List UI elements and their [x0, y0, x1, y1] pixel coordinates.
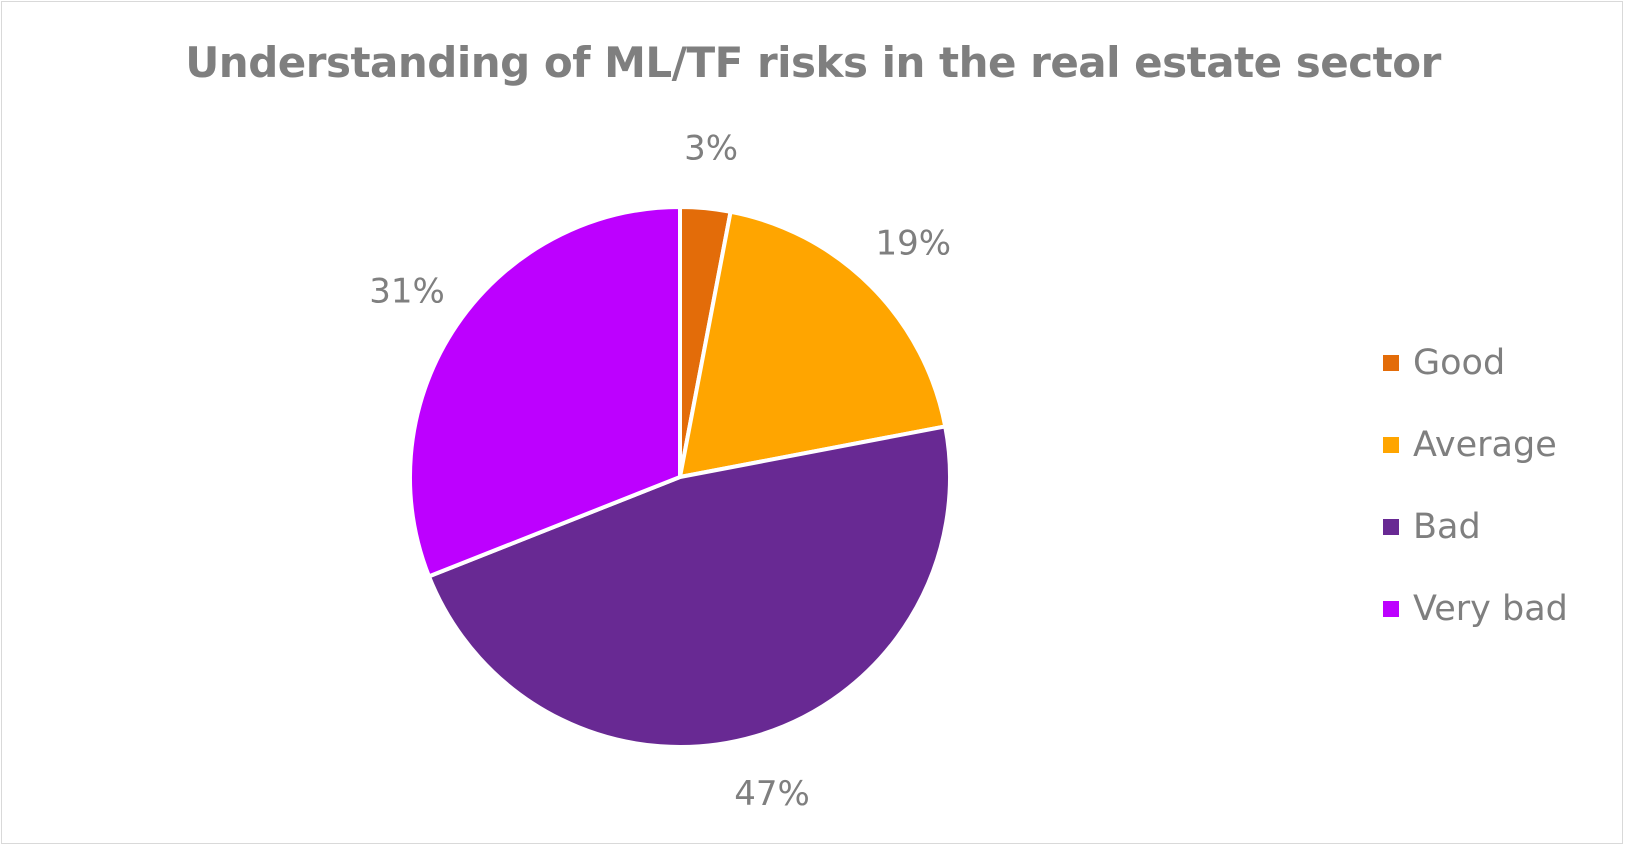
pie-slice-average	[678, 209, 948, 479]
legend: Good Average Bad Very bad	[1383, 322, 1613, 650]
pie-slices	[408, 205, 952, 749]
legend-swatch-very-bad	[1383, 601, 1399, 617]
legend-swatch-good	[1383, 355, 1399, 371]
legend-swatch-average	[1383, 437, 1399, 453]
data-label-average: 19%	[876, 224, 952, 264]
data-label-very-bad: 31%	[369, 272, 445, 312]
data-label-good: 3%	[684, 128, 738, 168]
legend-label-bad: Bad	[1413, 507, 1481, 547]
chart-title: Understanding of ML/TF risks in the real…	[185, 38, 1441, 87]
pie-slice-very-bad	[408, 205, 682, 579]
legend-item-average: Average	[1383, 404, 1613, 486]
legend-item-very-bad: Very bad	[1383, 568, 1613, 650]
legend-item-good: Good	[1383, 322, 1613, 404]
legend-swatch-bad	[1383, 519, 1399, 535]
legend-label-good: Good	[1413, 343, 1506, 383]
data-label-bad: 47%	[734, 774, 810, 814]
legend-item-bad: Bad	[1383, 486, 1613, 568]
legend-label-average: Average	[1413, 425, 1557, 465]
pie-data-labels: 3% 19% 47% 31%	[369, 128, 951, 813]
legend-label-very-bad: Very bad	[1413, 589, 1568, 629]
pie-slice-bad	[426, 424, 952, 749]
